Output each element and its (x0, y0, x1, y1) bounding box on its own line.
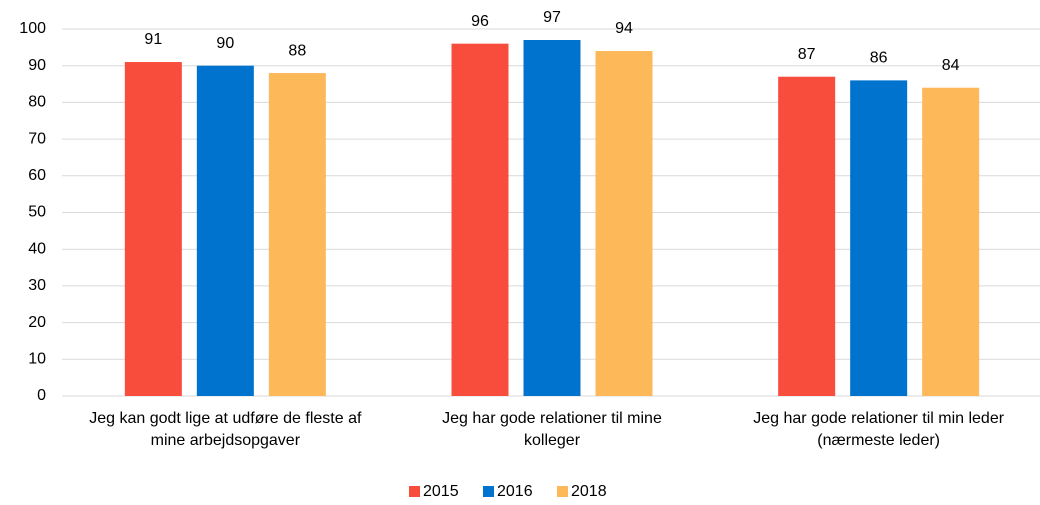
x-tick-label: Jeg har gode relationer til min leder (n… (753, 410, 1005, 449)
legend-swatch (409, 486, 420, 497)
y-tick-label: 80 (28, 94, 46, 111)
legend-label: 2016 (497, 483, 533, 500)
legend-swatch (557, 486, 568, 497)
data-label: 86 (870, 50, 888, 67)
y-tick-label: 50 (28, 204, 46, 221)
data-label: 90 (216, 35, 234, 52)
legend-swatch (483, 486, 494, 497)
data-label: 88 (288, 42, 306, 59)
y-tick-label: 90 (28, 57, 46, 74)
data-label: 84 (942, 57, 960, 74)
y-tick-label: 70 (28, 130, 46, 147)
bar (850, 80, 908, 396)
x-tick-label: Jeg kan godt lige at udføre de fleste af… (89, 410, 362, 449)
y-tick-label: 30 (28, 277, 46, 294)
data-label: 94 (615, 20, 633, 37)
x-tick-label: Jeg har gode relationer til mine kollege… (442, 410, 662, 449)
bar (595, 51, 653, 397)
y-tick-label: 60 (28, 167, 46, 184)
y-tick-label: 20 (28, 314, 46, 331)
data-label: 87 (798, 46, 816, 63)
y-tick-label: 0 (37, 387, 46, 404)
data-label: 97 (543, 9, 561, 26)
legend-label: 2015 (423, 483, 459, 500)
y-tick-label: 40 (28, 240, 46, 257)
bar (451, 43, 509, 397)
y-tick-label: 100 (19, 20, 46, 37)
bar (268, 73, 326, 396)
data-label: 91 (144, 31, 162, 48)
bar (523, 40, 581, 396)
bar (196, 65, 254, 396)
data-label: 96 (471, 13, 489, 30)
bar (778, 76, 836, 397)
y-tick-label: 10 (28, 351, 46, 368)
bar (922, 87, 980, 396)
bar (124, 62, 182, 396)
legend-label: 2018 (571, 483, 607, 500)
